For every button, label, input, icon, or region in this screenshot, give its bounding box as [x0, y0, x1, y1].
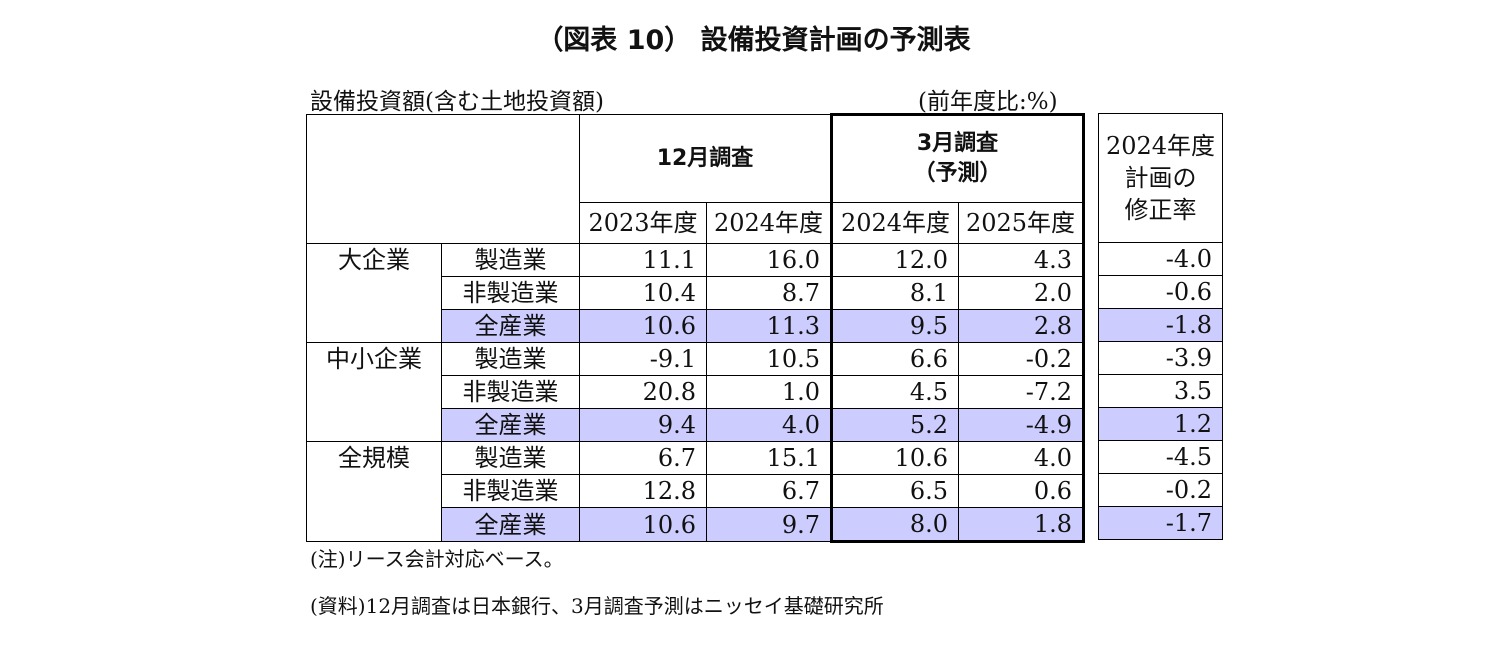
industry-label: 非製造業: [441, 474, 580, 508]
value-dec-2023: -9.1: [579, 342, 707, 376]
value-mar-2025: -0.2: [958, 342, 1085, 376]
page-title: （図表 10） 設備投資計画の予測表: [536, 25, 971, 56]
table-corner: [306, 114, 580, 244]
value-revision-rate: -3.9: [1098, 341, 1223, 375]
header-year-2025-forecast: 2025年度: [958, 202, 1085, 244]
value-dec-2024: 10.5: [706, 342, 832, 376]
value-dec-2024: 9.7: [706, 507, 832, 542]
group-label: 中小企業: [306, 342, 442, 442]
unit-label: (前年度比:%): [918, 89, 1058, 115]
header-december-survey: 12月調査: [579, 114, 832, 203]
value-mar-2024: 5.2: [830, 408, 959, 442]
industry-label: 全産業: [441, 408, 580, 442]
value-mar-2025: 4.3: [958, 243, 1085, 277]
value-mar-2024: 6.5: [830, 474, 959, 508]
value-dec-2024: 16.0: [706, 243, 832, 277]
value-mar-2025: 0.6: [958, 474, 1085, 508]
header-year-2023: 2023年度: [579, 202, 707, 244]
value-revision-rate: -0.6: [1098, 275, 1223, 309]
value-dec-2023: 10.6: [579, 507, 707, 542]
value-revision-rate: -1.8: [1098, 308, 1223, 342]
value-dec-2024: 6.7: [706, 474, 832, 508]
value-revision-rate: 3.5: [1098, 374, 1223, 408]
value-mar-2024: 9.5: [830, 309, 959, 343]
value-dec-2023: 12.8: [579, 474, 707, 508]
table-subtitle: 設備投資額(含む土地投資額): [310, 89, 604, 115]
value-dec-2023: 20.8: [579, 375, 707, 409]
value-mar-2024: 12.0: [830, 243, 959, 277]
industry-label: 非製造業: [441, 375, 580, 409]
revision-table: 2024年度 計画の 修正率 -4.0 -0.6 -1.8 -3.9 3.5 1.2 -4.…: [1098, 113, 1223, 540]
value-mar-2025: -7.2: [958, 375, 1085, 409]
value-dec-2024: 1.0: [706, 375, 832, 409]
value-mar-2024: 8.0: [830, 507, 959, 543]
industry-label: 製造業: [441, 342, 580, 376]
industry-label: 非製造業: [441, 276, 580, 310]
value-revision-rate: -4.0: [1098, 242, 1223, 276]
value-dec-2024: 11.3: [706, 309, 832, 343]
value-mar-2024: 8.1: [830, 276, 959, 310]
header-revision-rate: 2024年度 計画の 修正率: [1098, 113, 1223, 243]
value-dec-2024: 15.1: [706, 441, 832, 475]
industry-label: 製造業: [441, 441, 580, 475]
value-revision-rate: 1.2: [1098, 407, 1223, 441]
value-dec-2024: 4.0: [706, 408, 832, 442]
industry-label: 全産業: [441, 309, 580, 343]
value-revision-rate: -4.5: [1098, 440, 1223, 474]
value-dec-2023: 10.4: [579, 276, 707, 310]
value-dec-2024: 8.7: [706, 276, 832, 310]
value-mar-2024: 10.6: [830, 441, 959, 475]
value-mar-2024: 6.6: [830, 342, 959, 376]
industry-label: 製造業: [441, 243, 580, 277]
header-year-2024: 2024年度: [706, 202, 832, 244]
forecast-table: 12月調査 3月調査 （予測） 2023年度 2024年度 2024年度 202…: [306, 113, 1085, 543]
value-dec-2023: 11.1: [579, 243, 707, 277]
value-mar-2025: -4.9: [958, 408, 1085, 442]
note-data-source: (資料)12月調査は日本銀行、3月調査予測はニッセイ基礎研究所: [310, 594, 884, 618]
note-lease-accounting: (注)リース会計対応ベース。: [310, 547, 564, 571]
group-label: 全規模: [306, 441, 442, 542]
header-march-survey: 3月調査 （予測）: [830, 113, 1085, 203]
value-mar-2024: 4.5: [830, 375, 959, 409]
value-dec-2023: 6.7: [579, 441, 707, 475]
value-revision-rate: -0.2: [1098, 473, 1223, 507]
value-dec-2023: 10.6: [579, 309, 707, 343]
value-mar-2025: 2.8: [958, 309, 1085, 343]
group-label: 大企業: [306, 243, 442, 343]
value-mar-2025: 4.0: [958, 441, 1085, 475]
value-mar-2025: 2.0: [958, 276, 1085, 310]
value-mar-2025: 1.8: [958, 507, 1085, 543]
value-revision-rate: -1.7: [1098, 506, 1223, 540]
industry-label: 全産業: [441, 507, 580, 542]
header-year-2024-forecast: 2024年度: [830, 202, 959, 244]
value-dec-2023: 9.4: [579, 408, 707, 442]
